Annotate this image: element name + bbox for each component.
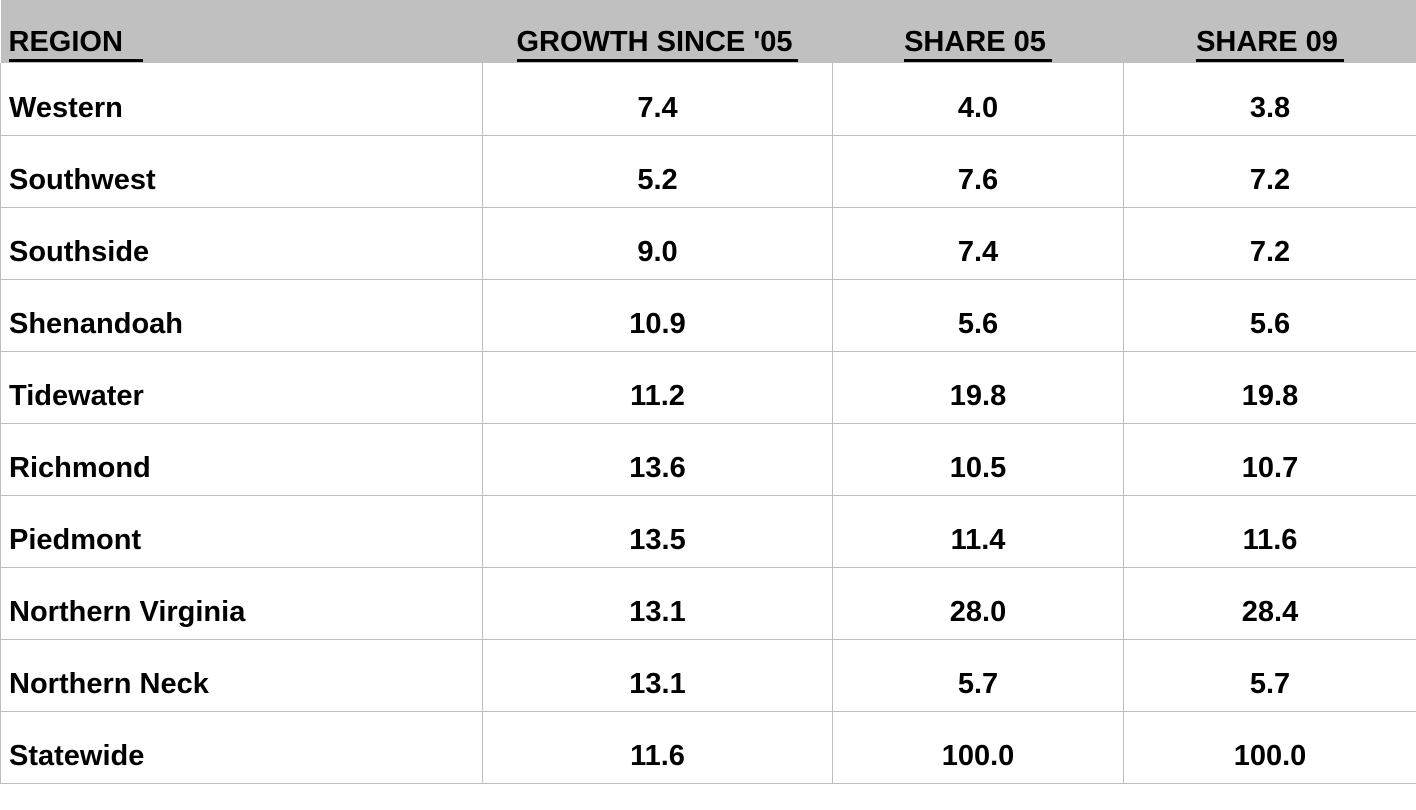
- region-name-cell: Southside: [0, 207, 483, 280]
- value-cell: 13.6: [482, 423, 833, 496]
- table-header: REGION GROWTH SINCE '05 SHARE 05 SHARE 0…: [0, 0, 1416, 63]
- value-cell: 19.8: [832, 351, 1124, 424]
- column-header-share-09: SHARE 09: [1123, 0, 1416, 63]
- value-cell: 7.4: [482, 63, 833, 136]
- value-cell: 13.5: [482, 495, 833, 568]
- value-cell: 13.1: [482, 639, 833, 712]
- value-cell: 3.8: [1123, 63, 1416, 136]
- value-cell: 7.2: [1123, 135, 1416, 208]
- region-name-cell: Piedmont: [0, 495, 483, 568]
- header-row: REGION GROWTH SINCE '05 SHARE 05 SHARE 0…: [0, 0, 1416, 63]
- table-row: Piedmont 13.5 11.4 11.6: [0, 495, 1416, 568]
- region-growth-share-table: REGION GROWTH SINCE '05 SHARE 05 SHARE 0…: [0, 0, 1416, 784]
- value-cell: 5.6: [832, 279, 1124, 352]
- region-name-cell: Southwest: [0, 135, 483, 208]
- value-cell: 11.2: [482, 351, 833, 424]
- column-header-share-05: SHARE 05: [832, 0, 1124, 63]
- region-name-cell: Tidewater: [0, 351, 483, 424]
- region-name-cell: Northern Virginia: [0, 567, 483, 640]
- value-cell: 19.8: [1123, 351, 1416, 424]
- value-cell: 10.7: [1123, 423, 1416, 496]
- table-row: Richmond 13.6 10.5 10.7: [0, 423, 1416, 496]
- table-row: Southwest 5.2 7.6 7.2: [0, 135, 1416, 208]
- value-cell: 4.0: [832, 63, 1124, 136]
- value-cell: 10.5: [832, 423, 1124, 496]
- region-name-cell: Statewide: [0, 711, 483, 784]
- value-cell: 28.0: [832, 567, 1124, 640]
- table-row: Western 7.4 4.0 3.8: [0, 63, 1416, 136]
- column-header-share-05-label: SHARE 05: [904, 26, 1052, 62]
- region-name-cell: Shenandoah: [0, 279, 483, 352]
- table-row: Tidewater 11.2 19.8 19.8: [0, 351, 1416, 424]
- table-row: Northern Neck 13.1 5.7 5.7: [0, 639, 1416, 712]
- value-cell: 5.2: [482, 135, 833, 208]
- region-name-cell: Richmond: [0, 423, 483, 496]
- value-cell: 13.1: [482, 567, 833, 640]
- table-row: Northern Virginia 13.1 28.0 28.4: [0, 567, 1416, 640]
- value-cell: 11.6: [482, 711, 833, 784]
- value-cell: 9.0: [482, 207, 833, 280]
- column-header-growth-since-05-label: GROWTH SINCE '05: [516, 26, 799, 62]
- table-row: Shenandoah 10.9 5.6 5.6: [0, 279, 1416, 352]
- value-cell: 100.0: [832, 711, 1124, 784]
- value-cell: 5.7: [832, 639, 1124, 712]
- table-row: Statewide 11.6 100.0 100.0: [0, 711, 1416, 784]
- value-cell: 7.4: [832, 207, 1124, 280]
- value-cell: 7.6: [832, 135, 1124, 208]
- value-cell: 100.0: [1123, 711, 1416, 784]
- value-cell: 11.4: [832, 495, 1124, 568]
- column-header-region: REGION: [0, 0, 483, 63]
- value-cell: 5.6: [1123, 279, 1416, 352]
- value-cell: 5.7: [1123, 639, 1416, 712]
- value-cell: 7.2: [1123, 207, 1416, 280]
- region-name-cell: Western: [0, 63, 483, 136]
- region-name-cell: Northern Neck: [0, 639, 483, 712]
- column-header-growth-since-05: GROWTH SINCE '05: [482, 0, 833, 63]
- column-header-region-label: REGION: [8, 26, 143, 62]
- value-cell: 10.9: [482, 279, 833, 352]
- column-header-share-09-label: SHARE 09: [1196, 26, 1344, 62]
- value-cell: 28.4: [1123, 567, 1416, 640]
- table-row: Southside 9.0 7.4 7.2: [0, 207, 1416, 280]
- value-cell: 11.6: [1123, 495, 1416, 568]
- table-body: Western 7.4 4.0 3.8 Southwest 5.2 7.6 7.2 Souths…: [0, 63, 1416, 784]
